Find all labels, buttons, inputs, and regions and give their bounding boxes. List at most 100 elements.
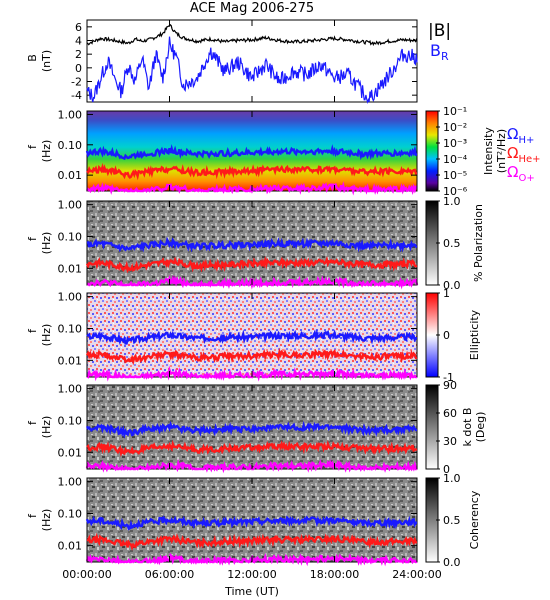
he-gyrofrequency-line bbox=[85, 255, 418, 274]
f-ylabel: f bbox=[26, 144, 39, 149]
kdotb-cb-unit: (Deg) bbox=[474, 412, 487, 443]
polarization-cb-label: % Polarization bbox=[472, 204, 485, 282]
colorbar-tick-label: 10⁻⁶ bbox=[443, 185, 468, 198]
f-yunit: (Hz) bbox=[40, 509, 53, 532]
legend-br-main: B bbox=[430, 41, 441, 60]
b-ytick-label: 0 bbox=[75, 62, 82, 75]
figure-title: ACE Mag 2006-275 bbox=[190, 1, 314, 16]
he-gyrofrequency-line bbox=[86, 532, 418, 551]
colorbar-tick-label: 10⁻² bbox=[443, 121, 467, 134]
f-ytick-label: 1.00 bbox=[58, 476, 83, 489]
spectrogram-y-axes: 1.000.100.01f (Hz)1.000.100.01f (Hz)1.000.… bbox=[26, 108, 417, 552]
colorbar-tick-label: 90 bbox=[443, 379, 457, 392]
he-gyrofrequency-line bbox=[86, 162, 418, 181]
b-panel-frame bbox=[86, 19, 418, 103]
legend-he-sub: He+ bbox=[518, 154, 540, 165]
f-yunit: (Hz) bbox=[40, 324, 53, 347]
colorbar-ticks: 10⁻¹10⁻²10⁻³10⁻⁴10⁻⁵10⁻⁶1.00.50.010-1906… bbox=[436, 105, 468, 569]
f-ytick-label: 0.01 bbox=[58, 354, 83, 367]
f-yunit: (Hz) bbox=[40, 140, 53, 163]
f-ytick-label: 0.01 bbox=[58, 539, 83, 552]
colorbar-tick-label: 0.5 bbox=[443, 514, 461, 527]
intensity-cb-label: Intensity bbox=[482, 127, 495, 175]
f-ytick-label: 0.10 bbox=[58, 414, 83, 427]
kdotb-cb-label: k dot B bbox=[461, 408, 474, 447]
h-gyrofrequency-line bbox=[85, 420, 418, 439]
colorbar-tick-label: 1.0 bbox=[443, 472, 461, 485]
bmag-line bbox=[86, 23, 418, 47]
xtick-label: 06:00:00 bbox=[145, 568, 194, 581]
b-ytick-label: -2 bbox=[71, 76, 82, 89]
f-ylabel: f bbox=[26, 420, 39, 425]
b-lines bbox=[86, 23, 418, 105]
colorbar-tick-label: 10⁻¹ bbox=[443, 105, 467, 118]
colorbar-tick-label: 0.0 bbox=[443, 556, 461, 569]
colorbar-tick-label: 0.5 bbox=[443, 237, 461, 250]
colorbar-tick-label: -1 bbox=[443, 371, 454, 384]
colorbar-tick-label: 0 bbox=[443, 463, 450, 476]
legend-o-sub: O+ bbox=[518, 173, 534, 184]
f-ytick-label: 0.10 bbox=[58, 507, 83, 520]
f-ylabel: f bbox=[26, 328, 39, 333]
f-ytick-label: 1.00 bbox=[58, 383, 83, 396]
xtick-label: 00:00:00 bbox=[62, 568, 111, 581]
he-gyrofrequency-line bbox=[85, 347, 418, 366]
kdotb-colorbar bbox=[425, 384, 439, 470]
b-ylabel: B bbox=[26, 54, 39, 62]
intensity-panel: Intensity (nT²/Hz) ΩH+ ΩHe+ ΩO+ bbox=[86, 110, 541, 192]
b-ytick-label: 4 bbox=[75, 35, 82, 48]
f-yunit: (Hz) bbox=[40, 232, 53, 255]
f-ytick-label: 1.00 bbox=[58, 291, 83, 304]
f-ytick-label: 0.01 bbox=[58, 446, 83, 459]
h-gyrofrequency-line bbox=[86, 236, 418, 253]
h-gyrofrequency-line bbox=[85, 143, 418, 161]
colorbar-tick-label: 0.0 bbox=[443, 279, 461, 292]
he-gyrofrequency-line bbox=[86, 439, 418, 458]
legend-h-main: Ω bbox=[507, 125, 518, 143]
colorbar-tick-label: 1.0 bbox=[443, 195, 461, 208]
time-axis: 00:00:00 06:00:00 12:00:00 18:00:00 24:00:00 bbox=[62, 20, 442, 581]
f-ytick-label: 0.01 bbox=[58, 169, 83, 182]
ellipticity-cb-label: Ellipticity bbox=[468, 309, 481, 360]
b-ytick-label: 6 bbox=[75, 21, 82, 34]
legend-br: BR bbox=[430, 41, 449, 63]
colorbar-tick-label: 30 bbox=[443, 435, 457, 448]
colorbar-tick-label: 1 bbox=[443, 287, 450, 300]
colorbar-tick-label: 10⁻⁵ bbox=[443, 169, 467, 182]
colorbar-tick-label: 10⁻⁴ bbox=[443, 153, 468, 166]
b-ytick-label: -4 bbox=[71, 89, 82, 102]
legend-o-main: Ω bbox=[507, 163, 518, 181]
legend-bmag: |B| bbox=[428, 21, 451, 41]
b-yunit: (nT) bbox=[40, 50, 53, 72]
legend-he: ΩHe+ bbox=[507, 144, 541, 165]
colorbar-tick-label: 0 bbox=[443, 329, 450, 342]
colorbar-tick-label: 10⁻³ bbox=[443, 137, 467, 150]
legend-o: ΩO+ bbox=[507, 163, 535, 184]
xtick-label: 24:00:00 bbox=[392, 568, 441, 581]
xaxis-label: Time (UT) bbox=[224, 585, 279, 598]
f-ylabel: f bbox=[26, 513, 39, 518]
b-ytick-label: 2 bbox=[75, 48, 82, 61]
f-ylabel: f bbox=[26, 236, 39, 241]
coherency-cb-label: Coherency bbox=[468, 490, 481, 549]
legend-he-main: Ω bbox=[507, 144, 518, 162]
legend-h: ΩH+ bbox=[507, 125, 534, 146]
f-ytick-label: 1.00 bbox=[58, 199, 83, 212]
f-ytick-label: 1.00 bbox=[58, 108, 83, 121]
legend-br-sub: R bbox=[441, 50, 449, 63]
f-yunit: (Hz) bbox=[40, 416, 53, 439]
h-gyrofrequency-line bbox=[85, 515, 418, 531]
f-ytick-label: 0.10 bbox=[58, 322, 83, 335]
intensity-spectrogram bbox=[87, 111, 417, 191]
legend-h-sub: H+ bbox=[518, 135, 534, 146]
xtick-label: 18:00:00 bbox=[310, 568, 359, 581]
f-ytick-label: 0.10 bbox=[58, 139, 83, 152]
br-line bbox=[86, 36, 418, 105]
f-ytick-label: 0.01 bbox=[58, 262, 83, 275]
colorbar-tick-label: 60 bbox=[443, 407, 457, 420]
xtick-label: 12:00:00 bbox=[227, 568, 276, 581]
intensity-cb-unit: (nT²/Hz) bbox=[495, 129, 508, 173]
intensity-colorbar bbox=[425, 110, 439, 192]
